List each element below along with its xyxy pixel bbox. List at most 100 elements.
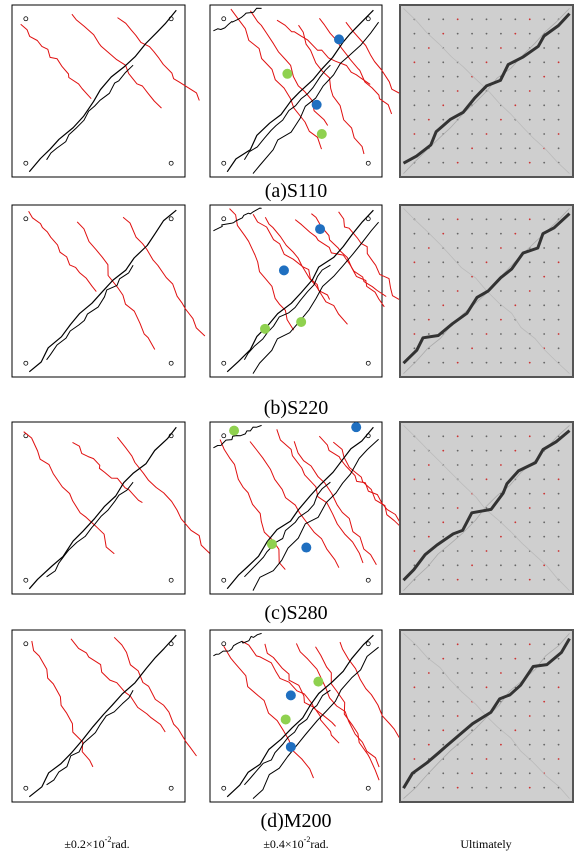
label-part: ±0.4×10 xyxy=(263,837,303,851)
marker-dot xyxy=(351,422,362,433)
row-caption: (c)S280 xyxy=(264,602,327,624)
grid-dot xyxy=(442,478,445,481)
grid-dot xyxy=(442,521,445,524)
crack xyxy=(28,210,97,292)
grid-dot xyxy=(514,304,517,307)
grid-dot xyxy=(543,261,546,264)
grid-dot xyxy=(442,657,445,660)
grid-dot xyxy=(528,435,531,438)
grid-dot xyxy=(471,564,473,567)
grid-dot xyxy=(528,535,531,538)
grid-dot xyxy=(413,47,416,49)
bolt-hole xyxy=(365,360,371,366)
grid-dot xyxy=(427,464,430,466)
grid-dot xyxy=(485,550,488,552)
bolt-hole xyxy=(365,641,371,647)
crack xyxy=(402,212,571,365)
grid-dot xyxy=(413,758,416,760)
grid-dot xyxy=(413,715,416,717)
grid-dot xyxy=(413,672,416,674)
grid-dot xyxy=(485,161,488,164)
bolt-hole xyxy=(23,641,29,647)
grid-dot xyxy=(543,247,546,249)
grid-dot xyxy=(471,18,473,21)
grid-dot xyxy=(514,492,517,495)
grid-dot xyxy=(427,318,430,321)
grid-dot xyxy=(543,435,546,438)
grid-dot xyxy=(413,449,416,452)
crack xyxy=(338,211,400,300)
grid-dot xyxy=(471,435,473,438)
grid-dot xyxy=(514,449,517,452)
crack xyxy=(226,634,374,798)
crack xyxy=(244,689,331,786)
crack xyxy=(293,441,377,566)
grid-dot xyxy=(500,758,502,760)
grid-dot xyxy=(528,564,531,567)
crack xyxy=(403,633,570,799)
grid-dot xyxy=(471,61,473,64)
crack xyxy=(243,264,331,361)
grid-dot xyxy=(557,75,560,78)
grid-dot xyxy=(514,772,517,775)
grid-dot xyxy=(514,275,517,278)
grid-dot xyxy=(514,521,517,524)
grid-dot xyxy=(543,521,546,524)
grid-dot xyxy=(514,104,517,107)
grid-dot xyxy=(413,743,416,746)
grid-dot xyxy=(427,161,430,164)
grid-dot xyxy=(485,643,488,646)
grid-dot xyxy=(442,772,445,775)
grid-dot xyxy=(528,118,531,121)
grid-dot xyxy=(427,686,430,689)
grid-dot xyxy=(528,449,531,452)
grid-dot xyxy=(514,758,517,760)
crack xyxy=(402,637,571,789)
grid-dot xyxy=(413,261,416,264)
grid-dot xyxy=(528,521,531,524)
grid-dot xyxy=(528,700,531,703)
grid-dot xyxy=(413,61,416,64)
grid-dot xyxy=(557,261,560,264)
grid-dot xyxy=(471,643,473,646)
grid-dot xyxy=(485,478,488,481)
grid-dot xyxy=(500,743,502,746)
grid-dot xyxy=(471,449,473,452)
grid-dot xyxy=(543,535,546,538)
grid-dot xyxy=(528,686,531,689)
grid-dot xyxy=(557,61,560,64)
grid-dot xyxy=(543,564,546,567)
grid-dot xyxy=(471,218,473,221)
label-part: ±0.2×10 xyxy=(64,837,104,851)
bolt-hole xyxy=(365,160,371,166)
grid-dot xyxy=(456,521,459,524)
grid-dot xyxy=(528,75,531,78)
panel-frame xyxy=(11,204,186,378)
bolt-hole xyxy=(23,216,29,222)
grid-dot xyxy=(514,550,517,552)
grid-dot xyxy=(500,507,502,509)
grid-dot xyxy=(514,672,517,674)
grid-dot xyxy=(500,657,502,660)
grid-dot xyxy=(427,435,430,438)
grid-dot xyxy=(413,275,416,278)
grid-dot xyxy=(427,275,430,278)
grid-dot xyxy=(500,550,502,552)
crack xyxy=(264,217,331,300)
grid-dot xyxy=(442,492,445,495)
grid-dot xyxy=(528,361,531,364)
grid-dot xyxy=(456,564,459,567)
grid-dot xyxy=(413,304,416,307)
crack xyxy=(20,23,92,100)
grid-dot xyxy=(456,435,459,438)
grid-dot xyxy=(557,657,560,660)
grid-dot xyxy=(427,304,430,307)
grid-dot xyxy=(413,686,416,689)
label-part: rad. xyxy=(111,837,129,851)
grid-dot xyxy=(500,786,502,789)
grid-dot xyxy=(485,232,488,235)
grid-dot xyxy=(528,261,531,264)
grid-dot xyxy=(471,578,473,581)
grid-dot xyxy=(485,304,488,307)
grid-dot xyxy=(543,47,546,49)
